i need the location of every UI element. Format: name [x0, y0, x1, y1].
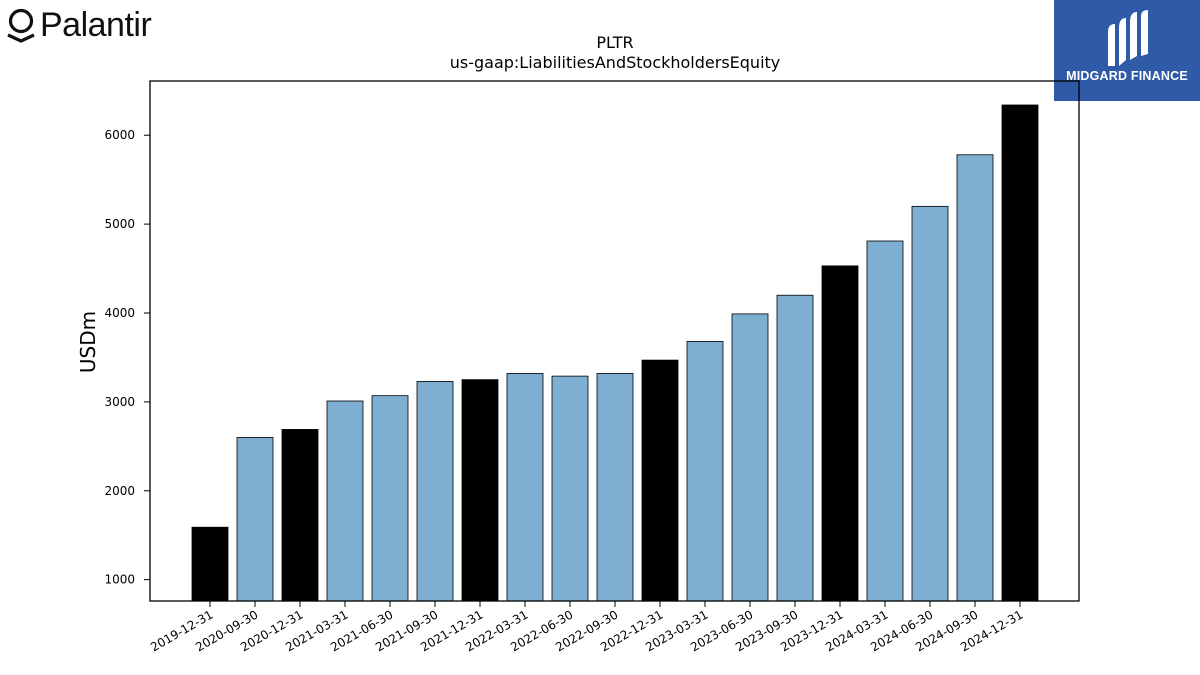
palantir-logo-text: Palantir: [40, 6, 152, 44]
bar-2023-09-30: [776, 294, 814, 602]
midgard-m-icon: [1108, 10, 1148, 66]
bar-2021-03-31: [326, 400, 364, 602]
bar-2022-09-30: [596, 373, 634, 602]
y-axis-label: USDm: [76, 311, 100, 373]
bar-2021-09-30: [416, 381, 454, 602]
x-axis: 2019-12-312020-09-302020-12-312021-03-31…: [148, 601, 1026, 654]
bar-2019-12-31: [191, 526, 229, 602]
chart-subtitle: us-gaap:LiabilitiesAndStockholdersEquity: [450, 53, 781, 72]
bar-2022-06-30: [551, 375, 589, 602]
y-tick-label: 6000: [104, 128, 135, 142]
bar-2021-06-30: [371, 395, 409, 602]
bar-2024-06-30: [911, 205, 949, 602]
bar-2023-12-31: [821, 265, 859, 602]
y-tick-label: 5000: [104, 217, 135, 231]
bar-2022-03-31: [506, 373, 544, 602]
y-tick-label: 4000: [104, 306, 135, 320]
midgard-logo-text: MIDGARD FINANCE: [1066, 69, 1188, 83]
midgard-finance-logo: MIDGARD FINANCE: [1054, 0, 1200, 101]
y-tick-label: 3000: [104, 395, 135, 409]
bar-2024-03-31: [866, 240, 904, 602]
palantir-logo: Palantir: [6, 4, 176, 46]
bar-2023-03-31: [686, 341, 724, 602]
palantir-ring-icon: [7, 8, 35, 43]
y-axis: 1000 2000 3000 4000 5000 6000: [104, 128, 150, 587]
bar-2024-12-31: [1001, 104, 1039, 602]
bar-2021-12-31: [461, 379, 499, 602]
bars-group: [191, 104, 1039, 602]
bar-2020-09-30: [236, 437, 274, 602]
bar-2022-12-31: [641, 359, 679, 602]
y-tick-label: 2000: [104, 484, 135, 498]
y-tick-label: 1000: [104, 573, 135, 587]
plot-frame: [149, 80, 1080, 602]
bar-2020-12-31: [281, 429, 319, 602]
bar-2023-06-30: [731, 313, 769, 602]
bar-2024-09-30: [956, 154, 994, 602]
chart-title: PLTR: [596, 33, 633, 52]
